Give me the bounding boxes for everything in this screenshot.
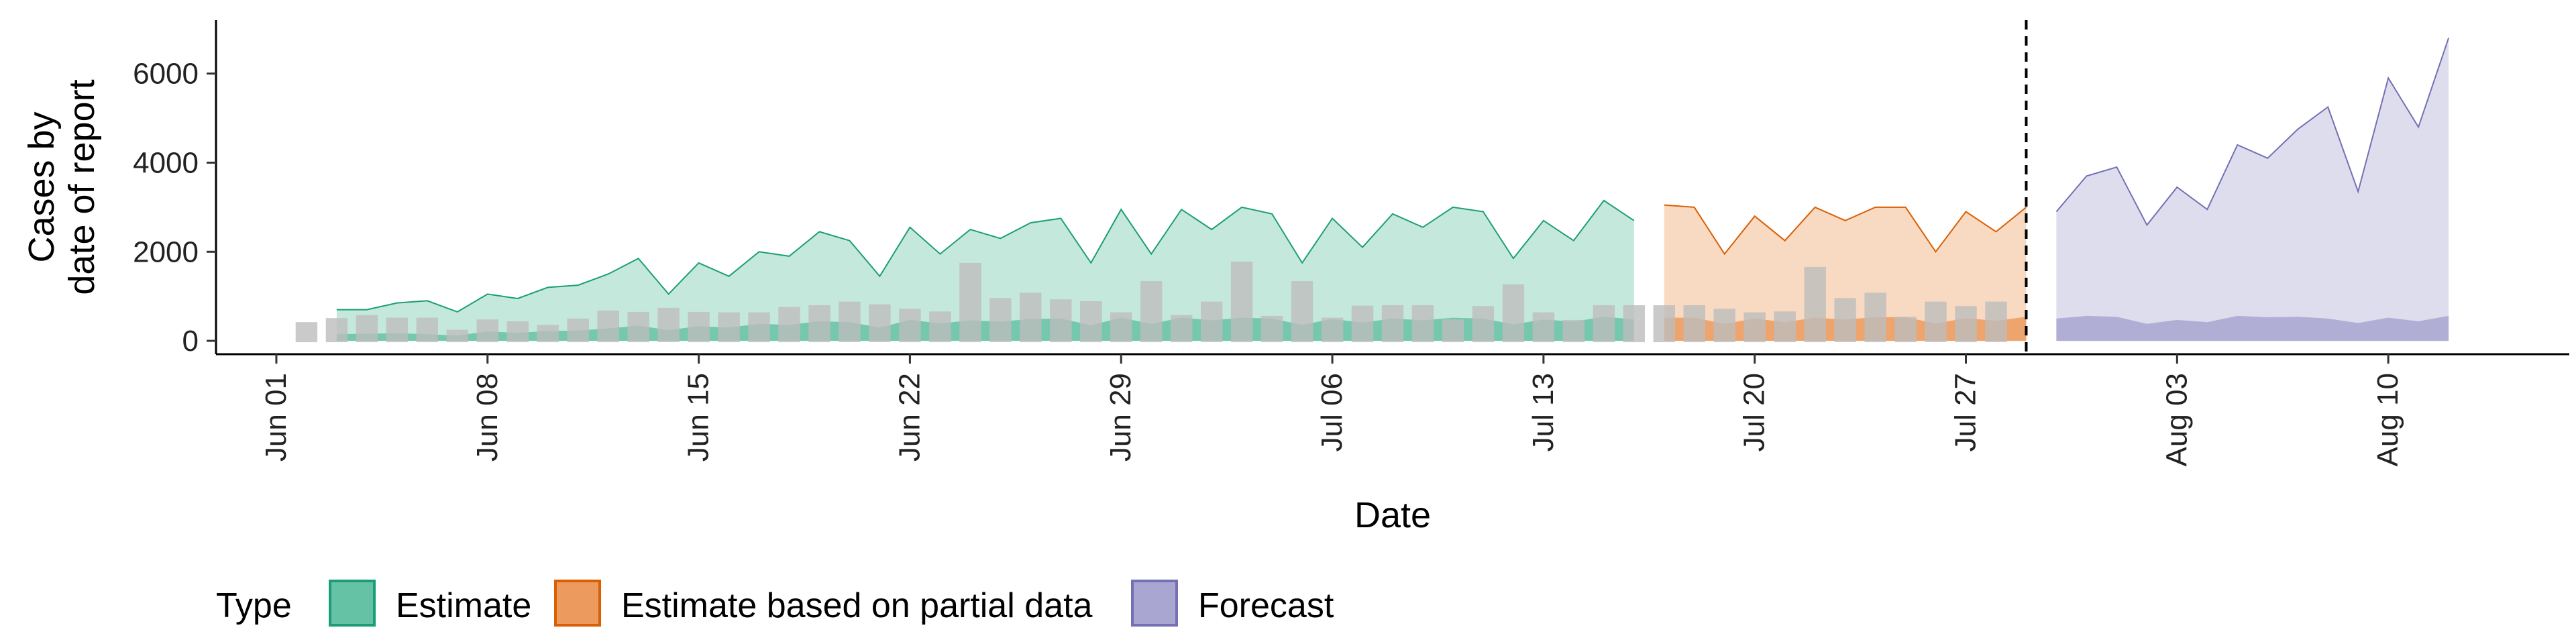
series-upper-line-0 bbox=[336, 199, 1635, 313]
reported-bar bbox=[416, 317, 438, 343]
reported-bar bbox=[1381, 305, 1404, 343]
reported-bar bbox=[1864, 292, 1886, 343]
reported-bar bbox=[1020, 292, 1042, 343]
reported-bar bbox=[1955, 306, 1977, 343]
reported-bar bbox=[1080, 301, 1102, 343]
reported-bar bbox=[1653, 305, 1675, 343]
reported-bar bbox=[1743, 312, 1766, 343]
x-axis-title: Date bbox=[1354, 495, 1431, 535]
x-axis-ticks: Jun 01 Jun 08 Jun 15 Jun 22 Jun 29 Jul 06 Jul … bbox=[260, 354, 2404, 466]
reported-bar bbox=[1502, 284, 1525, 343]
x-tick-label: Jun 08 bbox=[471, 373, 504, 462]
y-tick-label: 2000 bbox=[133, 235, 199, 268]
reported-bar bbox=[1562, 319, 1585, 343]
y-axis-title-line-1: Cases by bbox=[21, 111, 62, 262]
reported-bar bbox=[1321, 317, 1344, 343]
reported-bar bbox=[1260, 315, 1283, 343]
reported-bar bbox=[476, 319, 498, 343]
reported-bar bbox=[1683, 305, 1705, 343]
reported-bar bbox=[748, 312, 770, 343]
reported-bar bbox=[1291, 281, 1313, 343]
reported-bar bbox=[1804, 266, 1826, 343]
reported-bar bbox=[325, 318, 348, 343]
legend-key-partial bbox=[554, 580, 601, 627]
reported-bar bbox=[839, 301, 861, 342]
reported-bar bbox=[356, 315, 378, 343]
y-tick-label: 0 bbox=[182, 325, 199, 358]
series-band-inner-2 bbox=[2056, 315, 2449, 341]
reported-bar bbox=[657, 307, 680, 342]
reported-bar bbox=[929, 311, 951, 343]
reported-bar bbox=[959, 262, 981, 343]
x-tick-label: Aug 10 bbox=[2371, 373, 2404, 466]
series-upper-line-1 bbox=[1664, 204, 2027, 256]
y-axis-title-line-2: date of report bbox=[62, 79, 102, 294]
reported-bar bbox=[506, 321, 529, 343]
reported-bar bbox=[1713, 309, 1735, 343]
reported-bar bbox=[688, 311, 710, 343]
reported-bar bbox=[1925, 301, 1947, 342]
reported-bar bbox=[778, 307, 800, 343]
legend-label-estimate: Estimate bbox=[396, 586, 531, 625]
reported-bar bbox=[1171, 315, 1193, 343]
x-tick-label: Jul 13 bbox=[1527, 373, 1560, 451]
x-tick-label: Jul 27 bbox=[1949, 373, 1982, 451]
x-tick-label: Jun 15 bbox=[682, 373, 715, 462]
reported-bar bbox=[295, 322, 318, 343]
series-band-outer-2 bbox=[2056, 38, 2449, 341]
reported-bar bbox=[1110, 312, 1132, 343]
reported-bar bbox=[446, 329, 468, 343]
reported-bar bbox=[1532, 312, 1555, 343]
x-tick-label: Jun 01 bbox=[260, 373, 292, 462]
reported-bar bbox=[1894, 317, 1917, 343]
x-tick-label: Aug 03 bbox=[2160, 373, 2193, 466]
reported-bar bbox=[718, 312, 740, 343]
legend-label-partial: Estimate based on partial data bbox=[621, 586, 1093, 625]
reported-bar bbox=[1985, 301, 2007, 342]
reported-bar bbox=[1623, 305, 1645, 343]
reported-bar bbox=[989, 298, 1012, 342]
reported-bar bbox=[1834, 298, 1856, 342]
x-tick-label: Jul 20 bbox=[1738, 373, 1771, 451]
series-upper-line-2 bbox=[2055, 38, 2450, 227]
y-tick-label: 4000 bbox=[133, 146, 199, 179]
reported-bar bbox=[899, 309, 921, 343]
series-areas bbox=[336, 38, 2450, 341]
reported-bar bbox=[537, 325, 559, 343]
legend-title: Type bbox=[216, 586, 292, 625]
reported-bar bbox=[386, 317, 409, 343]
reported-bar bbox=[1442, 319, 1464, 343]
reported-bar bbox=[1230, 261, 1253, 343]
reported-bar bbox=[1351, 305, 1374, 343]
reported-bar bbox=[869, 304, 891, 342]
reported-bar bbox=[1774, 311, 1796, 343]
reported-bar bbox=[567, 318, 589, 343]
x-tick-label: Jul 06 bbox=[1316, 373, 1348, 451]
legend-key-estimate bbox=[329, 580, 376, 627]
reported-bars bbox=[295, 261, 2007, 343]
reported-bar bbox=[808, 305, 830, 343]
reported-bar bbox=[1201, 301, 1223, 342]
reported-bar bbox=[1050, 299, 1072, 343]
legend: Type Estimate Estimate based on partial … bbox=[216, 580, 1334, 627]
x-tick-label: Jun 29 bbox=[1104, 373, 1137, 462]
reported-bar bbox=[1472, 306, 1495, 343]
reported-bar bbox=[627, 311, 649, 343]
y-tick-label: 6000 bbox=[133, 58, 199, 91]
reported-bar bbox=[1593, 305, 1615, 343]
x-tick-label: Jun 22 bbox=[893, 373, 926, 462]
reported-bar bbox=[597, 310, 619, 343]
y-axis-ticks: 0 2000 4000 6000 bbox=[133, 58, 216, 358]
legend-label-forecast: Forecast bbox=[1198, 586, 1334, 625]
reported-bar bbox=[1411, 305, 1434, 343]
reported-bar bbox=[1140, 281, 1163, 343]
legend-key-forecast bbox=[1131, 580, 1178, 627]
